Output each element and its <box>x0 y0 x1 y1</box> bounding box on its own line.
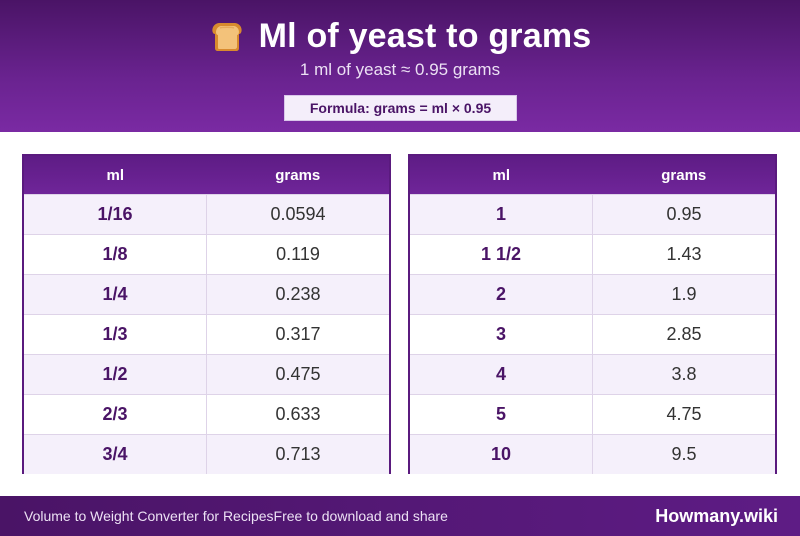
table-row: 5 4.75 <box>410 394 775 434</box>
table-row: 1/4 0.238 <box>24 274 389 314</box>
table-row: 2 1.9 <box>410 274 775 314</box>
grams-cell: 0.238 <box>275 284 321 304</box>
ml-cell: 1/4 <box>24 275 207 314</box>
column-header-ml: ml <box>492 166 510 184</box>
brand-logo-text[interactable]: Howmany.wiki <box>655 506 778 526</box>
table-row: 1 1/2 1.43 <box>410 234 775 274</box>
table-row: 1/3 0.317 <box>24 314 389 354</box>
bread-icon <box>209 18 245 54</box>
grams-cell: 0.475 <box>275 364 321 384</box>
table-header: ml grams <box>410 156 775 194</box>
header: Ml of yeast to grams 1 ml of yeast ≈ 0.9… <box>0 0 800 132</box>
grams-cell: 1.43 <box>666 244 702 264</box>
grams-cell: 0.633 <box>275 404 321 424</box>
page-title: Ml of yeast to grams <box>258 16 592 55</box>
ml-cell: 1/3 <box>24 315 207 354</box>
ml-cell: 1/8 <box>24 235 207 274</box>
footer-caption: Volume to Weight Converter for RecipesFr… <box>24 496 448 536</box>
table-row: 3/4 0.713 <box>24 434 389 474</box>
table-header: ml grams <box>24 156 389 194</box>
grams-cell: 0.0594 <box>270 204 326 224</box>
table-body: 1/16 0.0594 1/8 0.119 1/4 0.238 1/3 0.317 1/… <box>24 194 389 474</box>
table-row: 1/2 0.475 <box>24 354 389 394</box>
subtitle: 1 ml of yeast ≈ 0.95 grams <box>299 60 501 79</box>
grams-cell: 1.9 <box>671 284 697 304</box>
grams-cell: 4.75 <box>666 404 702 424</box>
footer-left-text: Volume to Weight Converter for Recipes <box>24 508 274 524</box>
table-row: 1/16 0.0594 <box>24 194 389 234</box>
column-header-ml: ml <box>106 166 124 184</box>
table-row: 2/3 0.633 <box>24 394 389 434</box>
conversion-table-left: ml grams 1/16 0.0594 1/8 0.119 1/4 0.238 1/… <box>22 154 391 474</box>
grams-cell: 0.317 <box>275 324 321 344</box>
table-row: 1 0.95 <box>410 194 775 234</box>
grams-cell: 0.119 <box>276 244 320 264</box>
column-header-grams: grams <box>661 166 707 184</box>
table-row: 3 2.85 <box>410 314 775 354</box>
grams-cell: 0.95 <box>666 204 702 224</box>
ml-cell: 3 <box>410 315 593 354</box>
grams-cell: 2.85 <box>666 324 702 344</box>
ml-cell: 10 <box>410 435 593 474</box>
grams-cell: 0.713 <box>275 444 321 464</box>
conversion-table-right: ml grams 1 0.95 1 1/2 1.43 2 1.9 3 2.85 4 3.8… <box>408 154 777 474</box>
ml-cell: 2 <box>410 275 593 314</box>
formula-badge: Formula: grams = ml × 0.95 <box>284 95 517 121</box>
ml-cell: 5 <box>410 395 593 434</box>
grams-cell: 9.5 <box>671 444 697 464</box>
footer-middle-text: Free to download and share <box>273 508 448 524</box>
ml-cell: 1 <box>410 195 593 234</box>
table-body: 1 0.95 1 1/2 1.43 2 1.9 3 2.85 4 3.8 5 4.75 10… <box>410 194 775 474</box>
ml-cell: 1 1/2 <box>410 235 593 274</box>
grams-cell: 3.8 <box>671 364 697 384</box>
footer: Volume to Weight Converter for RecipesFr… <box>0 496 800 536</box>
table-row: 1/8 0.119 <box>24 234 389 274</box>
ml-cell: 4 <box>410 355 593 394</box>
title-row: Ml of yeast to grams <box>0 14 800 58</box>
ml-cell: 1/2 <box>24 355 207 394</box>
ml-cell: 2/3 <box>24 395 207 434</box>
column-header-grams: grams <box>275 166 321 184</box>
ml-cell: 3/4 <box>24 435 207 474</box>
table-row: 4 3.8 <box>410 354 775 394</box>
ml-cell: 1/16 <box>24 195 207 234</box>
table-row: 10 9.5 <box>410 434 775 474</box>
